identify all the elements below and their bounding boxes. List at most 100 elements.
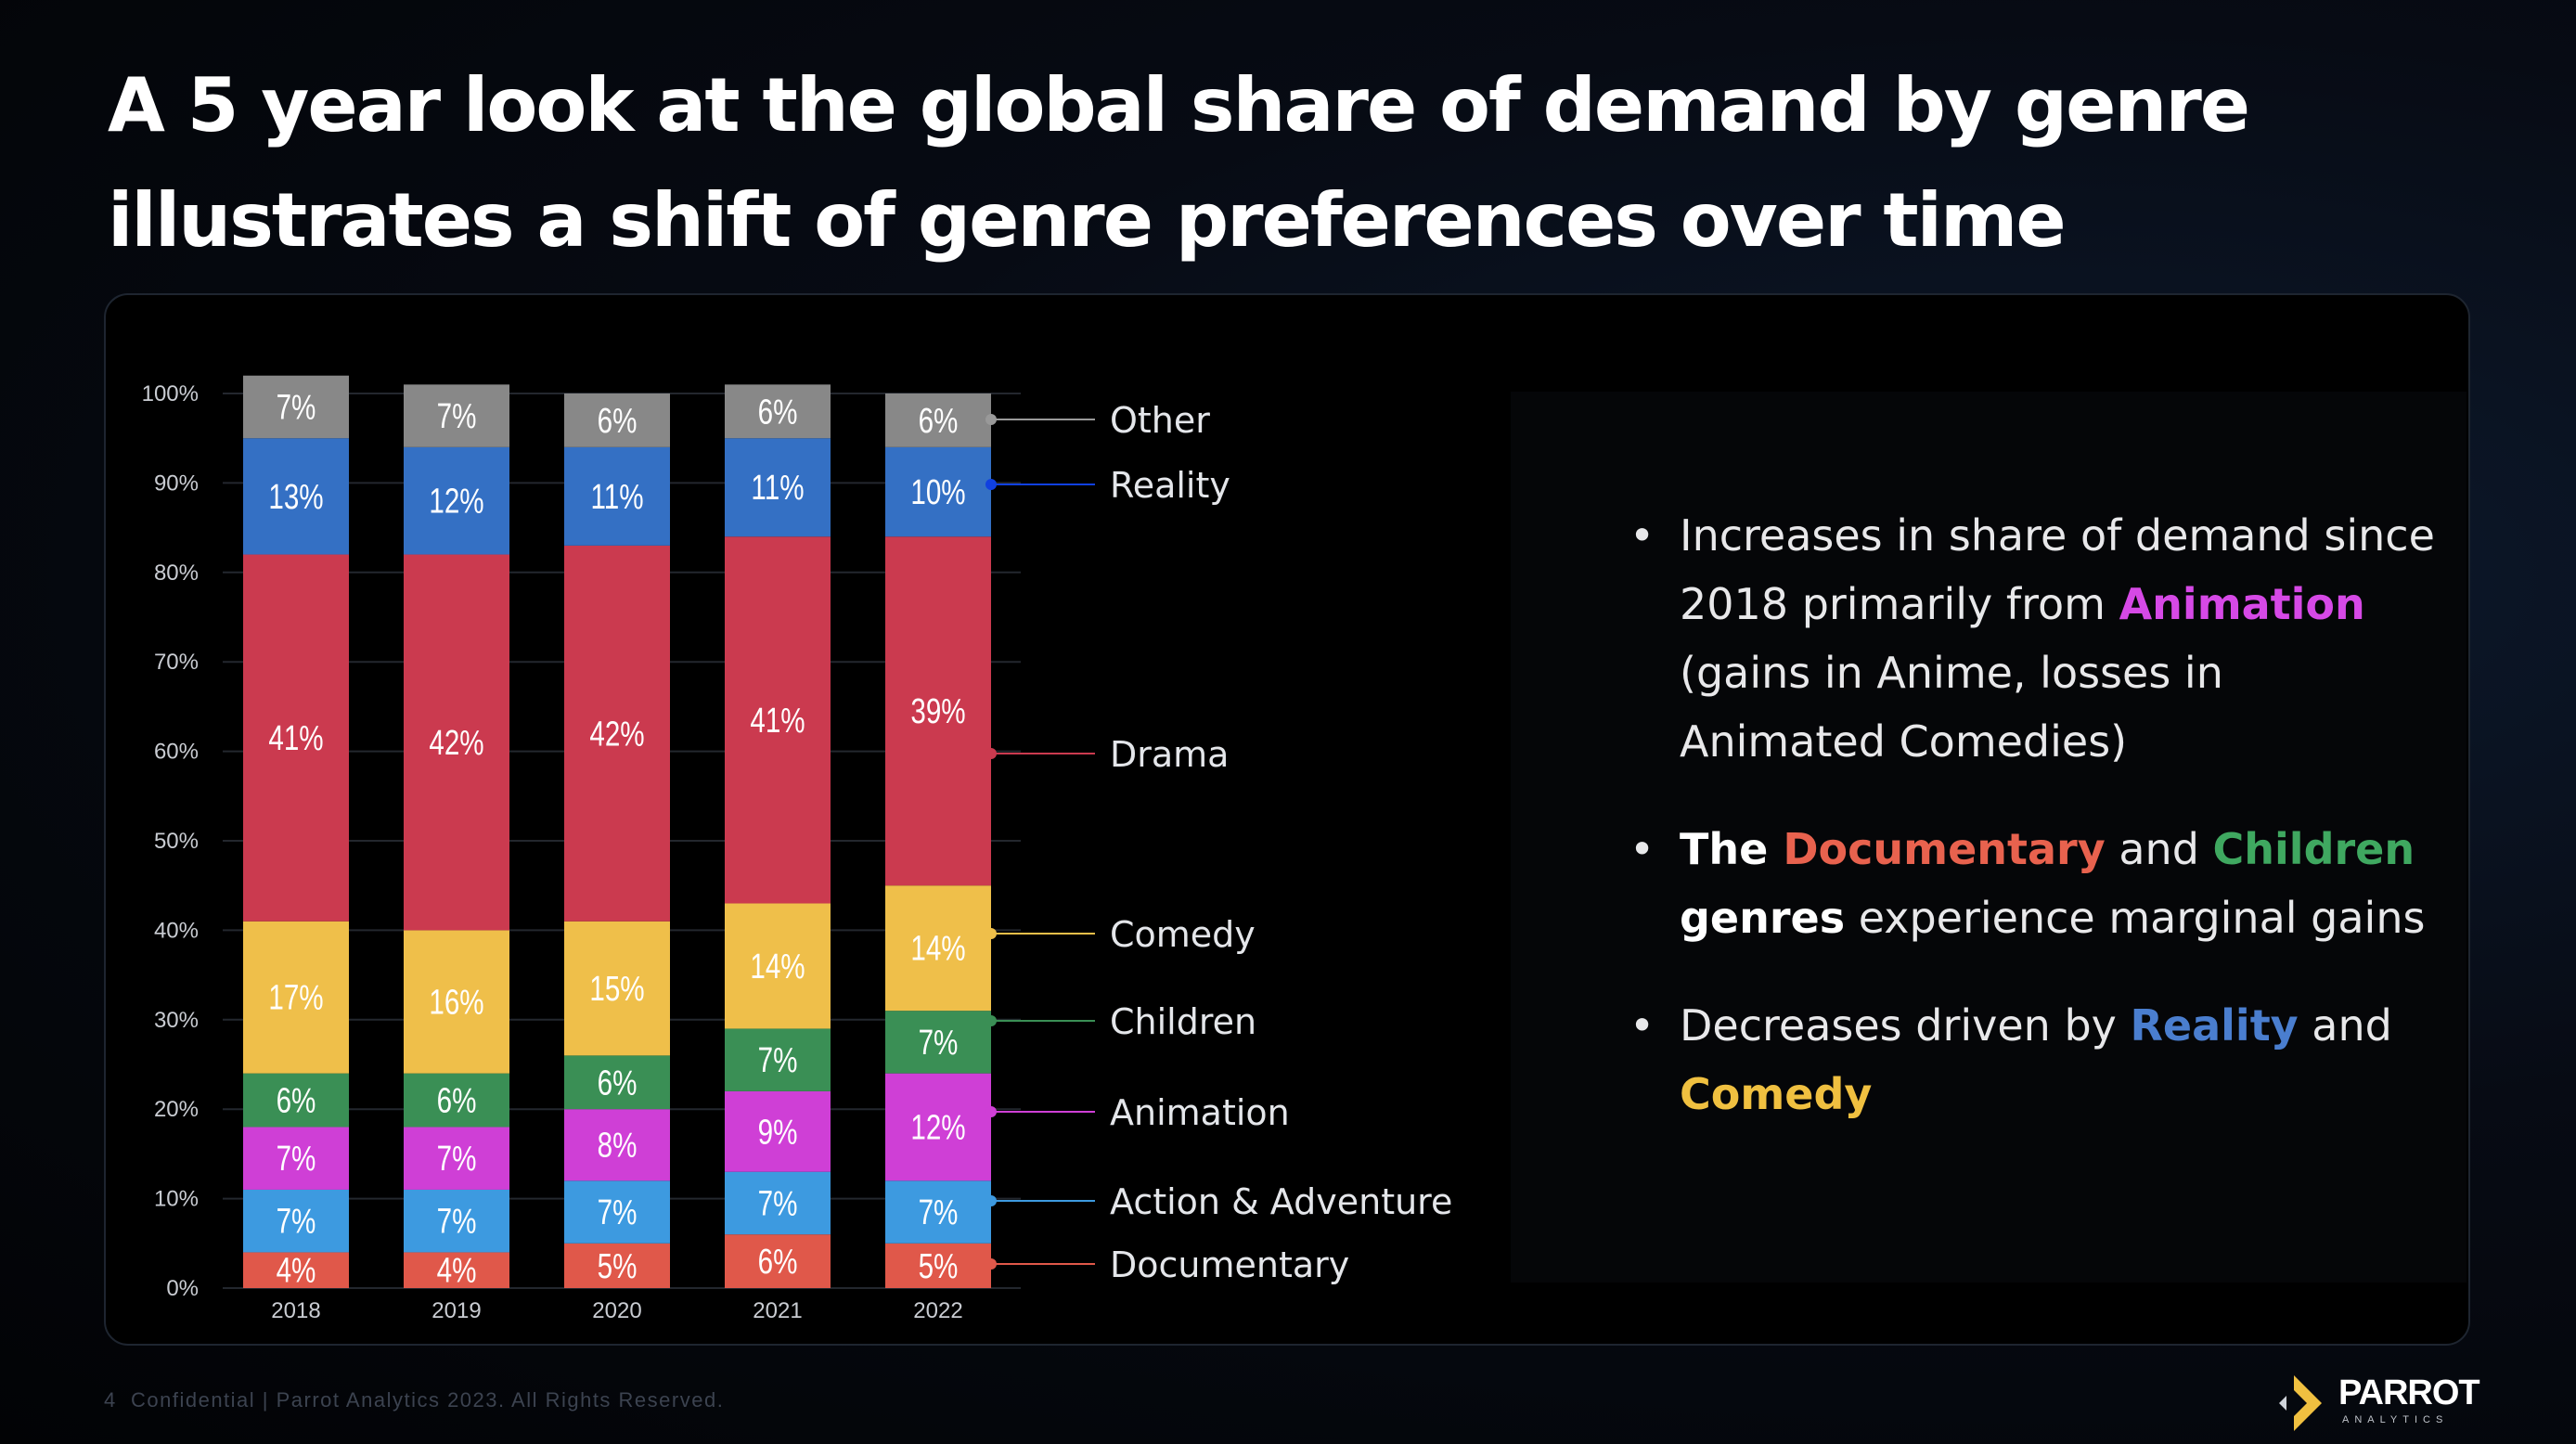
bar-value-label: 7%: [919, 1193, 959, 1232]
x-axis-ticks: 2018 2019 2020 2021 2022: [271, 1298, 962, 1323]
y-tick-label: 40%: [154, 918, 199, 943]
bar-segment: [243, 1073, 349, 1128]
bar-value-label: 13%: [268, 477, 323, 516]
bar-value-label: 6%: [437, 1081, 477, 1120]
bar-value-label: 39%: [910, 692, 965, 731]
title-line-1: A 5 year look at the global share of dem…: [108, 62, 2250, 148]
bar-segment: [404, 1127, 509, 1190]
insight-reality-comedy: • Decreases driven by Reality and Comedy: [1626, 991, 2442, 1128]
bar-value-label: 7%: [758, 1184, 798, 1223]
bullet-dot: •: [1629, 1000, 1655, 1051]
bar-segment: [243, 921, 349, 1074]
legend-label: Reality: [1110, 465, 1230, 506]
y-tick-label: 100%: [142, 381, 199, 406]
x-tick-label: 2018: [271, 1298, 320, 1323]
insights-list: • Increases in share of demand since 201…: [1626, 501, 2442, 1167]
footer: 4 Confidential | Parrot Analytics 2023. …: [104, 1388, 724, 1412]
bar-value-label: 12%: [910, 1108, 965, 1147]
documentary-highlight: Documentary: [1783, 824, 2106, 874]
reality-highlight: Reality: [2130, 1000, 2299, 1051]
bar-value-label: 6%: [919, 401, 959, 440]
bar-value-label: 17%: [268, 978, 323, 1017]
bar-segment: [564, 393, 670, 447]
y-tick-label: 0%: [166, 1276, 199, 1301]
bar-segment: [243, 554, 349, 922]
bar-segment: [885, 1180, 991, 1244]
y-tick-label: 80%: [154, 561, 199, 586]
bar-value-label: 4%: [437, 1251, 477, 1290]
legend-label: Action & Adventure: [1110, 1181, 1452, 1222]
y-tick-label: 10%: [154, 1187, 199, 1212]
legend-dot: [985, 1106, 997, 1117]
legend-label: Other: [1110, 400, 1210, 441]
bar-segment: [725, 438, 831, 537]
bar-value-label: 5%: [598, 1246, 638, 1285]
bar-value-label: 10%: [910, 473, 965, 512]
bar-value-label: 7%: [758, 1041, 798, 1080]
bar-segment: [725, 1234, 831, 1288]
bar-value-label: 7%: [437, 1202, 477, 1241]
insights-panel: [1511, 392, 2467, 1283]
insight-2-and: and: [2105, 824, 2213, 874]
x-tick-label: 2022: [913, 1298, 962, 1323]
bar-segment: [564, 1243, 670, 1288]
bullet-dot: •: [1629, 824, 1655, 874]
logo-wordmark: PARROT: [2338, 1373, 2480, 1412]
bar-segment: [564, 545, 670, 922]
comedy-highlight: Comedy: [1680, 1069, 1873, 1119]
insight-animation: • Increases in share of demand since 201…: [1626, 501, 2442, 776]
bar-segment: [404, 1073, 509, 1128]
bar-segment: [564, 446, 670, 546]
animation-highlight: Animation: [2119, 579, 2365, 629]
bar-segment: [564, 1055, 670, 1110]
legend-dot: [985, 414, 997, 425]
bar-value-label: 42%: [589, 715, 644, 754]
bar-value-label: 7%: [277, 388, 316, 427]
insight-documentary-children: • The Documentary and Children genres ex…: [1626, 815, 2442, 952]
bullet-dot: •: [1629, 510, 1655, 561]
bar-segment: [243, 1252, 349, 1288]
insight-2-tail: experience marginal gains: [1845, 893, 2426, 943]
insight-2-lead: The: [1680, 824, 1784, 874]
bar-value-label: 4%: [277, 1251, 316, 1290]
bar-segment: [725, 384, 831, 439]
legend-label: Documentary: [1110, 1244, 1349, 1285]
bar-segment: [564, 921, 670, 1056]
y-axis-ticks: 0% 10% 20% 30% 40% 50% 60% 70% 80% 90% 100%: [142, 381, 199, 1301]
insight-1-text: Increases in share of demand since 2018 …: [1680, 510, 2435, 629]
bar-segment: [243, 1127, 349, 1190]
bar-value-label: 7%: [277, 1202, 316, 1241]
genres-highlight: genres: [1680, 893, 1846, 943]
footer-text: Confidential | Parrot Analytics 2023. Al…: [130, 1388, 725, 1412]
bar-value-label: 16%: [429, 983, 483, 1022]
bar-segment: [404, 384, 509, 447]
bar-segment: [404, 554, 509, 931]
bar-segment: [885, 536, 991, 886]
legend-dot: [985, 1015, 997, 1026]
bar-segment: [885, 885, 991, 1012]
y-tick-label: 50%: [154, 829, 199, 854]
bar-value-label: 5%: [919, 1246, 959, 1285]
bar-value-label: 8%: [598, 1126, 638, 1165]
x-tick-label: 2020: [592, 1298, 641, 1323]
y-tick-label: 20%: [154, 1097, 199, 1122]
parrot-logo-icon: [2279, 1375, 2322, 1431]
legend-dot: [985, 479, 997, 490]
x-tick-label: 2019: [431, 1298, 481, 1323]
bar-segment: [243, 438, 349, 555]
insight-3-and: and: [2298, 1000, 2392, 1051]
bar-value-label: 6%: [598, 1064, 638, 1102]
insight-3-text: Decreases driven by: [1680, 1000, 2131, 1051]
bar-value-label: 9%: [758, 1113, 798, 1152]
bar-value-label: 6%: [758, 1243, 798, 1282]
bar-value-label: 11%: [590, 477, 643, 516]
bar-segment: [243, 375, 349, 439]
bar-value-label: 7%: [437, 397, 477, 436]
slide-title: A 5 year look at the global share of dem…: [108, 48, 2483, 278]
page-number: 4: [104, 1388, 117, 1412]
insight-1-tail: (gains in Anime, losses in Animated Come…: [1680, 648, 2223, 767]
legend-dot: [985, 748, 997, 759]
y-tick-label: 90%: [154, 471, 199, 496]
bar-segment: [725, 1171, 831, 1235]
